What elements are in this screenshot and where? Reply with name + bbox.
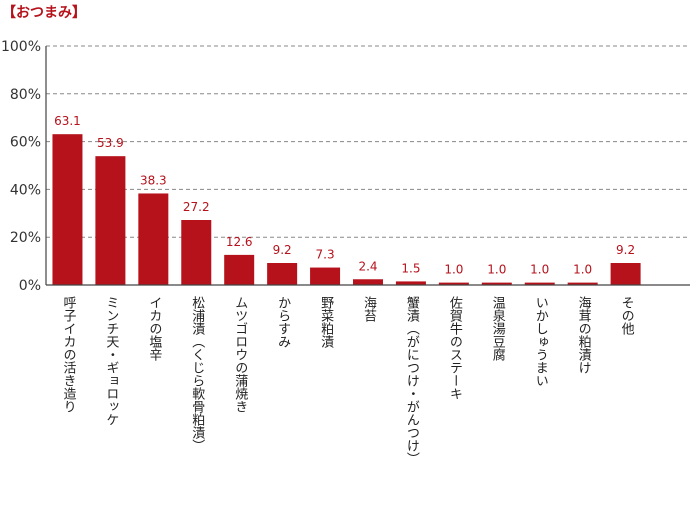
bar [395, 281, 426, 285]
bar [138, 193, 169, 285]
bars [52, 134, 641, 285]
bar [310, 267, 341, 285]
x-tick-label: からすみ [275, 296, 291, 348]
x-tick-labels: 呼子イカの活き造り ミンチ天・ギョロッケ イカの塩辛 松浦漬（くじら軟骨粕漬） ムツゴロ… [0, 296, 700, 508]
value-label: 7.3 [316, 248, 335, 262]
bar [610, 263, 641, 285]
x-tick-label: 海苔 [361, 296, 376, 322]
y-tick-label: 80% [10, 87, 41, 103]
value-label: 63.1 [54, 114, 81, 128]
bar [224, 254, 255, 285]
y-tick-labels: 0% 20% 40% 60% 80% 100% [1, 39, 41, 294]
value-label: 38.3 [140, 173, 167, 187]
bar [567, 282, 598, 285]
bar [353, 279, 383, 285]
value-label: 1.0 [444, 263, 463, 277]
value-label: 2.4 [358, 259, 377, 273]
x-tick-label: 温泉湯豆腐 [489, 296, 505, 361]
value-label: 1.0 [530, 263, 549, 277]
x-tick-label: 呼子イカの活き造り [60, 296, 76, 413]
y-tick-label: 20% [10, 230, 41, 246]
bar [95, 156, 126, 285]
axes [45, 46, 690, 286]
x-tick-label: ミンチ天・ギョロッケ [103, 296, 119, 426]
value-labels: 63.1 53.9 38.3 27.2 12.6 9.2 7.3 2.4 1.5 1.0 1.0 1.… [54, 114, 635, 276]
x-tick-label: ムツゴロウの蒲焼き [232, 296, 248, 413]
x-tick-label: いかしゅうまい [532, 296, 548, 387]
y-tick-label: 100% [1, 39, 41, 55]
value-label: 53.9 [97, 136, 124, 150]
bar [267, 263, 298, 285]
y-tick-label: 40% [10, 182, 41, 198]
x-tick-label: 海茸の粕漬け [575, 296, 591, 374]
value-label: 1.5 [401, 261, 420, 275]
x-tick-label: 蟹漬（がにつけ・がんつけ） [403, 296, 419, 465]
bar [181, 219, 212, 285]
value-label: 9.2 [273, 243, 292, 257]
x-tick-label: 野菜粕漬 [318, 296, 334, 348]
value-label: 27.2 [183, 200, 210, 214]
y-tick-label: 0% [19, 278, 41, 294]
bar [481, 282, 512, 285]
bar [52, 134, 83, 285]
y-tick-label: 60% [10, 135, 41, 151]
value-label: 12.6 [226, 235, 253, 249]
chart-title: 【おつまみ】 [2, 5, 86, 21]
x-tick-label: 佐賀牛のステーキ [446, 296, 462, 400]
bar [438, 282, 469, 285]
value-label: 9.2 [616, 243, 635, 257]
value-label: 1.0 [487, 263, 506, 277]
x-tick-label: 松浦漬（くじら軟骨粕漬） [189, 296, 205, 452]
x-tick-label: イカの塩辛 [146, 296, 162, 361]
bar [524, 282, 555, 285]
x-tick-label: その他 [618, 296, 634, 335]
value-label: 1.0 [573, 263, 592, 277]
